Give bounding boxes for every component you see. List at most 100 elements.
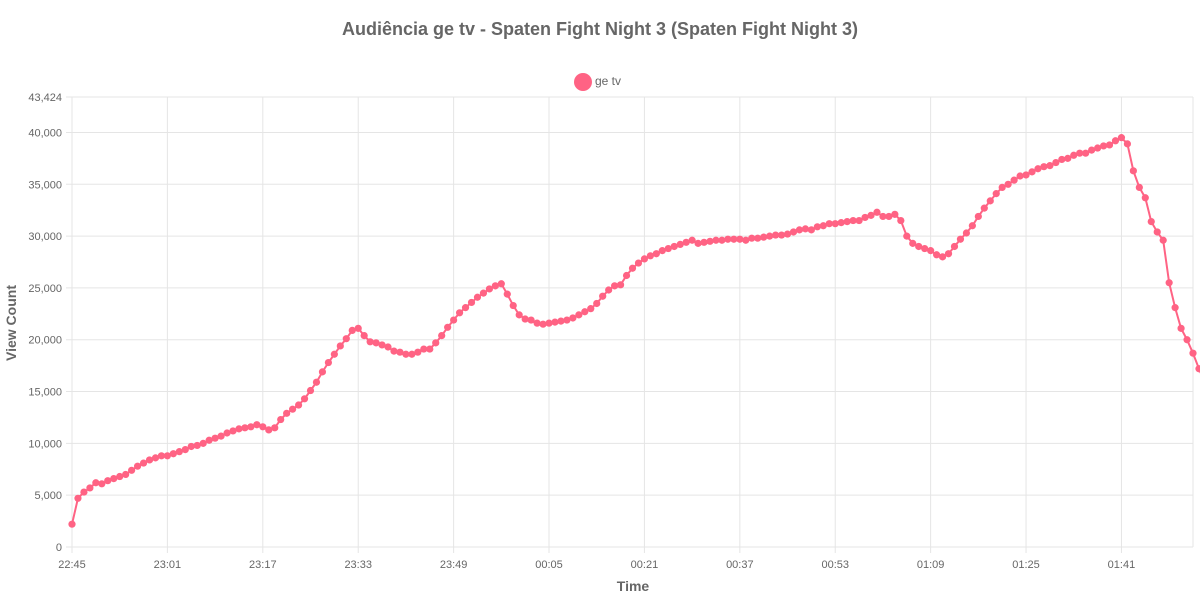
data-point[interactable] [181,445,189,454]
data-point[interactable] [718,236,726,244]
data-point[interactable] [1105,141,1114,149]
data-point[interactable] [175,448,183,456]
data-point[interactable] [372,339,380,347]
data-point[interactable] [933,251,941,259]
data-point[interactable] [271,424,279,432]
data-point[interactable] [593,299,601,308]
data-point[interactable] [199,439,207,447]
data-point[interactable] [300,395,309,403]
data-point[interactable] [873,208,881,216]
data-point[interactable] [342,335,350,343]
data-point[interactable] [253,421,261,429]
data-point[interactable] [801,225,810,233]
data-point[interactable] [825,220,833,228]
data-point[interactable] [891,210,899,218]
data-point[interactable] [587,305,595,313]
data-point[interactable] [813,223,821,231]
data-point[interactable] [575,311,583,319]
data-point[interactable] [1135,183,1143,192]
data-point[interactable] [1195,365,1200,373]
data-point[interactable] [74,494,82,502]
data-point[interactable] [491,282,499,290]
data-point[interactable] [658,247,666,255]
data-point[interactable] [730,235,738,243]
data-point[interactable] [766,232,774,240]
data-point[interactable] [259,423,267,431]
data-point[interactable] [742,236,750,244]
data-point[interactable] [318,368,327,376]
data-point[interactable] [1088,146,1096,154]
data-point[interactable] [861,213,869,222]
data-point[interactable] [688,236,696,244]
data-point[interactable] [169,450,177,458]
data-point[interactable] [151,454,160,462]
data-point[interactable] [479,289,488,297]
data-point[interactable] [682,238,690,246]
data-point[interactable] [438,332,446,340]
data-point[interactable] [241,424,249,432]
data-point[interactable] [330,350,338,358]
data-point[interactable] [68,520,76,528]
data-point[interactable] [139,459,148,467]
data-point[interactable] [622,271,631,280]
data-point[interactable] [294,401,303,409]
data-point[interactable] [1165,279,1173,287]
data-point[interactable] [533,319,541,327]
data-point[interactable] [1082,149,1090,157]
data-point[interactable] [736,235,744,243]
data-point[interactable] [1028,168,1036,176]
data-point[interactable] [1004,180,1012,188]
data-point[interactable] [921,244,929,253]
data-point[interactable] [384,343,392,351]
data-point[interactable] [557,317,565,325]
data-point[interactable] [962,229,971,237]
data-point[interactable] [211,434,219,442]
data-point[interactable] [944,250,953,258]
data-point[interactable] [426,345,434,353]
data-point[interactable] [444,323,452,331]
data-point[interactable] [157,452,166,460]
data-point[interactable] [634,259,643,267]
data-point[interactable] [336,342,344,350]
data-point[interactable] [80,488,88,496]
data-point[interactable] [1129,167,1137,175]
data-point[interactable] [348,326,356,335]
data-point[interactable] [354,324,362,332]
data-point[interactable] [110,475,118,483]
data-point[interactable] [992,190,1000,198]
data-point[interactable] [545,319,553,327]
data-point[interactable] [521,315,529,323]
data-point[interactable] [193,441,201,450]
data-point[interactable] [1171,304,1179,312]
data-point[interactable] [986,197,994,205]
data-point[interactable] [605,286,613,294]
data-point[interactable] [950,242,959,251]
data-point[interactable] [497,280,505,288]
data-point[interactable] [795,226,804,234]
data-point[interactable] [1099,142,1108,150]
data-point[interactable] [289,405,297,413]
data-point[interactable] [1117,134,1126,142]
data-point[interactable] [748,234,756,242]
data-point[interactable] [539,320,547,328]
data-point[interactable] [849,216,857,225]
data-point[interactable] [724,235,732,243]
data-point[interactable] [956,235,965,243]
data-point[interactable] [402,350,410,358]
data-point[interactable] [283,409,291,417]
data-point[interactable] [324,358,332,367]
data-point[interactable] [599,292,607,300]
data-point[interactable] [998,183,1006,192]
data-point[interactable] [432,339,440,347]
data-point[interactable] [831,220,839,228]
data-point[interactable] [980,204,988,212]
data-point[interactable] [664,244,672,253]
data-point[interactable] [455,309,464,317]
data-point[interactable] [640,255,649,263]
data-point[interactable] [772,231,780,239]
data-point[interactable] [1034,165,1042,173]
data-point[interactable] [1177,324,1185,332]
data-point[interactable] [128,466,136,474]
data-point[interactable] [527,316,535,324]
data-point[interactable] [1123,140,1132,148]
